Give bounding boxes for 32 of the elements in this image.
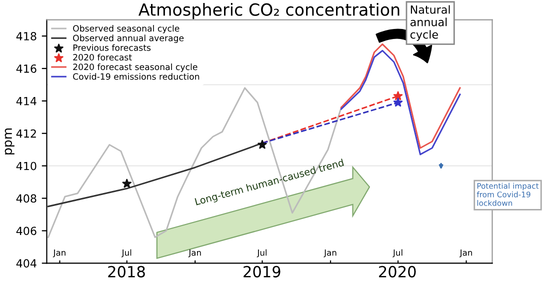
y-tick-label: 418 (16, 32, 36, 40)
legend-label: 2020 forecast (73, 54, 132, 61)
y-tick-label: 406 (16, 226, 36, 236)
y-axis-title: ppm (4, 128, 14, 154)
y-tick-label: 410 (16, 162, 36, 170)
y-tick-label: 416 (16, 64, 36, 73)
x-tick-label: Jan (188, 250, 201, 258)
legend-label: 2020 forecast seasonal cycle (73, 63, 198, 72)
point (393, 98, 403, 107)
x-tick-label: Jan (459, 250, 472, 258)
y-tick-label: 408 (16, 194, 36, 203)
point (258, 140, 267, 149)
legend-label: Observed annual average (73, 34, 184, 43)
text: 2019 (244, 266, 280, 278)
x-tick-label: Jan (52, 250, 66, 258)
text: 2018 (108, 266, 145, 278)
y-tick-label: 404 (16, 259, 36, 268)
legend-label: Previous forecasts (73, 44, 151, 51)
point (393, 91, 403, 100)
x-tick-label: Jul (256, 249, 267, 258)
y-tick-label: 412 (16, 129, 36, 138)
legend-label: Covid-19 emissions reduction (73, 73, 200, 80)
text: 2020 (379, 266, 416, 278)
x-tick-label: Jul (392, 249, 402, 258)
y-tick-label: 414 (16, 97, 36, 106)
chart-title: Atmospheric CO₂ concentration (138, 2, 400, 20)
x-tick-label: Jul (121, 249, 132, 258)
annotation: Natural annual cycle (410, 5, 450, 41)
x-tick-label: Jan (324, 250, 336, 258)
point (122, 178, 132, 188)
line-series (47, 87, 342, 238)
legend-label: Observed seasonal cycle (73, 24, 180, 34)
